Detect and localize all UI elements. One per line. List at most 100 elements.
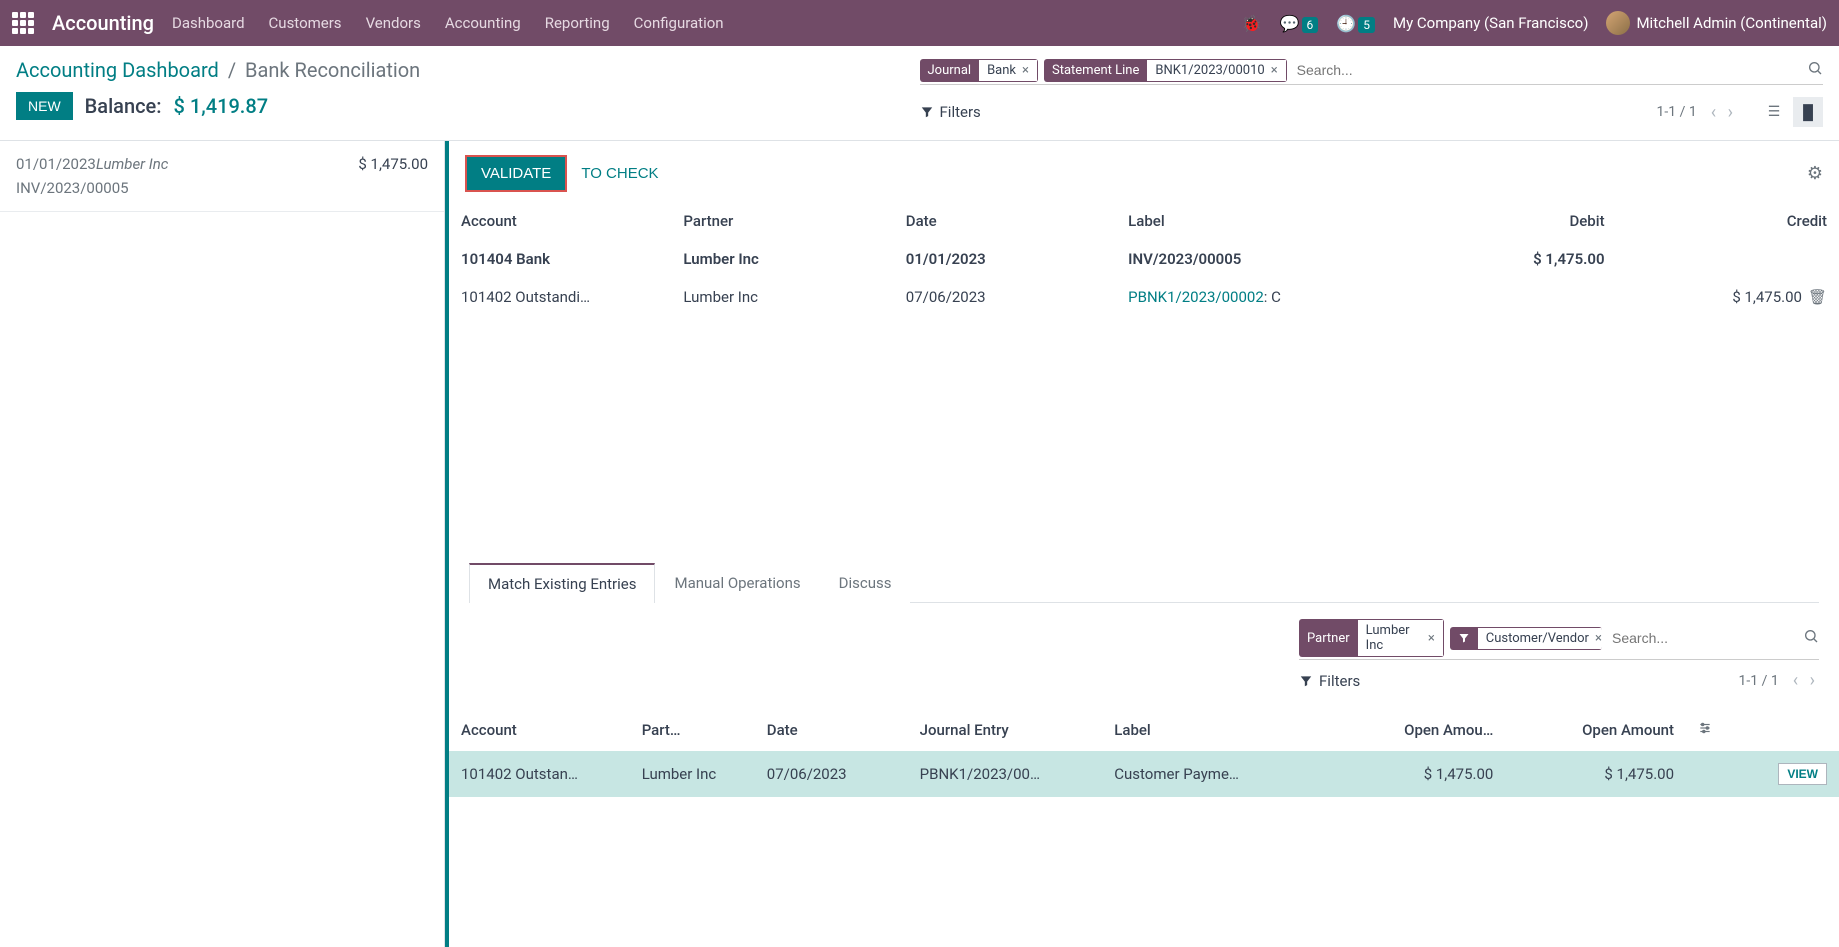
col-credit: Credit [1617,202,1839,240]
cell-open-amount: $ 1,475.00 [1505,751,1686,797]
statement-date: 01/01/2023 [16,155,96,173]
chip-remove-icon[interactable]: × [1428,631,1435,646]
messaging-badge: 6 [1302,17,1319,33]
cell-account: 101402 Outstan… [449,751,630,797]
apps-icon[interactable] [12,12,34,34]
col-account: Account [449,202,671,240]
gear-icon[interactable]: ⚙ [1807,163,1823,184]
cell-label: PBNK1/2023/00002: C [1116,278,1422,316]
statement-line-item[interactable]: 01/01/2023 Lumber Inc $ 1,475.00 INV/202… [0,141,444,212]
debug-icon[interactable]: 🐞 [1242,14,1262,33]
match-search-bar[interactable]: Partner Lumber Inc × Customer/Vendor × [1299,619,1819,660]
filters-button[interactable]: Filters [920,103,981,121]
cell-date: 01/01/2023 [894,240,1116,278]
menu-dashboard[interactable]: Dashboard [172,14,245,32]
menu-configuration[interactable]: Configuration [634,14,724,32]
menu-customers[interactable]: Customers [269,14,342,32]
search-icon[interactable] [1807,60,1823,80]
statement-partner: Lumber Inc [96,155,358,173]
user-name: Mitchell Admin (Continental) [1636,14,1827,32]
search-icon[interactable] [1803,628,1819,648]
pager-text: 1-1 / 1 [1739,673,1779,689]
match-chip-filter[interactable]: Customer/Vendor × [1450,627,1602,650]
control-panel: Accounting Dashboard / Bank Reconciliati… [0,46,1839,141]
table-row[interactable]: 101404 Bank Lumber Inc 01/01/2023 INV/20… [449,240,1839,278]
view-list-icon[interactable]: ☰ [1759,97,1789,127]
cell-partner: Lumber Inc [630,751,755,797]
pager: 1-1 / 1 ‹ › ☰ ▐▌ [1657,97,1824,127]
table-row[interactable]: 101402 Outstandi… Lumber Inc 07/06/2023 … [449,278,1839,316]
pager-prev-icon[interactable]: ‹ [1789,670,1802,691]
match-entries-table: Account Part… Date Journal Entry Label O… [449,709,1839,797]
pager-next-icon[interactable]: › [1724,102,1737,123]
search-bar[interactable]: Journal Bank× Statement Line BNK1/2023/0… [920,58,1824,85]
tab-manual-operations[interactable]: Manual Operations [655,563,819,603]
messaging-icon[interactable]: 💬6 [1280,14,1319,33]
breadcrumb: Accounting Dashboard / Bank Reconciliati… [16,58,920,82]
filter-icon [920,105,934,119]
tab-match-existing[interactable]: Match Existing Entries [469,563,655,603]
search-chip-journal[interactable]: Journal Bank × [920,59,1038,82]
chip-value: Customer/Vendor [1486,631,1589,646]
search-chip-statement-line[interactable]: Statement Line BNK1/2023/00010× [1044,59,1287,82]
menu-reporting[interactable]: Reporting [545,14,610,32]
journal-entry-link[interactable]: PBNK1/2023/00002 [1128,288,1264,306]
cell-label: INV/2023/00005 [1116,240,1422,278]
chip-remove-icon[interactable]: × [1271,63,1278,78]
col-date: Date [755,709,908,751]
col-account: Account [449,709,630,751]
reconciliation-pane: VALIDATE TO CHECK ⚙ Account Partner Date… [445,141,1839,947]
to-check-button[interactable]: TO CHECK [581,165,658,182]
chip-key: Partner [1299,628,1358,649]
statement-lines-pane: 01/01/2023 Lumber Inc $ 1,475.00 INV/202… [0,141,445,947]
filter-icon [1299,674,1313,688]
col-partner: Part… [630,709,755,751]
cell-account: 101404 Bank [449,240,671,278]
balance-amount: $ 1,419.87 [174,94,269,118]
cell-open-currency: $ 1,475.00 [1325,751,1506,797]
menu-accounting[interactable]: Accounting [445,14,521,32]
table-row[interactable]: 101402 Outstan… Lumber Inc 07/06/2023 PB… [449,751,1839,797]
chip-value: Bank [987,63,1016,78]
tabs: Match Existing Entries Manual Operations… [469,562,1819,603]
chip-remove-icon[interactable]: × [1022,63,1029,78]
statement-amount: $ 1,475.00 [358,155,428,173]
col-open-amount: Open Amount [1505,709,1686,751]
match-filters-button[interactable]: Filters [1299,672,1360,690]
breadcrumb-current: Bank Reconciliation [245,58,420,82]
chip-key: Journal [920,60,980,81]
chip-value: BNK1/2023/00010 [1155,63,1264,78]
view-kanban-icon[interactable]: ▐▌ [1793,97,1823,127]
match-search-input[interactable] [1608,626,1797,650]
main-split: 01/01/2023 Lumber Inc $ 1,475.00 INV/202… [0,141,1839,947]
pager-next-icon[interactable]: › [1806,670,1819,691]
col-label: Label [1116,202,1422,240]
breadcrumb-root[interactable]: Accounting Dashboard [16,58,219,82]
chip-value: Lumber Inc [1366,623,1422,653]
user-menu[interactable]: Mitchell Admin (Continental) [1606,11,1827,35]
brand[interactable]: Accounting [52,11,154,35]
view-button[interactable]: VIEW [1778,763,1827,785]
trash-icon[interactable]: 🗑 [1808,288,1827,306]
company-switcher[interactable]: My Company (San Francisco) [1393,14,1588,32]
new-button[interactable]: NEW [16,92,73,120]
menu-vendors[interactable]: Vendors [366,14,421,32]
cell-credit: $ 1,475.00🗑 [1617,278,1839,316]
cell-partner: Lumber Inc [671,240,893,278]
cell-credit [1617,240,1839,278]
reconciliation-table: Account Partner Date Label Debit Credit … [449,202,1839,316]
match-pager: 1-1 / 1 ‹ › [1739,670,1820,691]
chip-remove-icon[interactable]: × [1595,631,1602,646]
cell-debit [1422,278,1617,316]
cell-date: 07/06/2023 [755,751,908,797]
search-input[interactable] [1293,58,1801,82]
col-settings[interactable] [1686,709,1839,751]
activities-icon[interactable]: 🕘5 [1336,14,1375,33]
match-chip-partner[interactable]: Partner Lumber Inc × [1299,619,1444,657]
validate-button[interactable]: VALIDATE [465,155,567,192]
cell-partner: Lumber Inc [671,278,893,316]
pager-prev-icon[interactable]: ‹ [1707,102,1720,123]
tab-discuss[interactable]: Discuss [820,563,911,603]
col-partner: Partner [671,202,893,240]
col-open-currency: Open Amou… [1325,709,1506,751]
